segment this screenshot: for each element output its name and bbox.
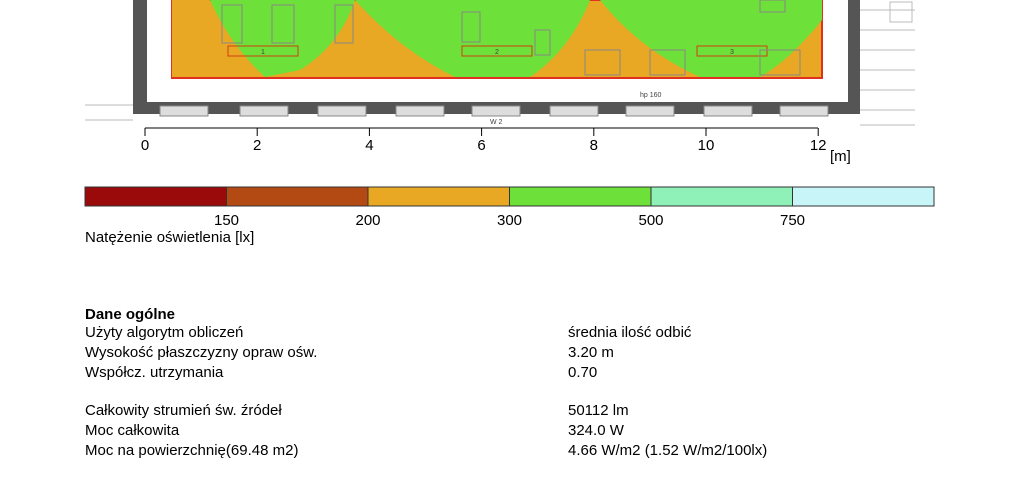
zone-label: 2: [495, 49, 499, 56]
row-value: 324.0 W: [568, 422, 625, 439]
row-label: Całkowity strumień św. źródeł: [85, 402, 282, 419]
plan-note: W 2: [490, 119, 503, 126]
legend-caption: Natężenie oświetlenia [lx]: [85, 229, 254, 246]
scale-label: 6: [477, 137, 485, 154]
legend-label: 300: [497, 212, 522, 229]
scale-label: 4: [365, 137, 373, 154]
color-legend: [84, 186, 935, 207]
row-label: Użyty algorytm obliczeń: [85, 324, 243, 341]
zone-label: 1: [261, 49, 265, 56]
scale-label: 10: [698, 137, 715, 154]
row-value: średnia ilość odbić: [568, 324, 692, 341]
plan-note: hp 160: [640, 92, 662, 99]
scale-label: 0: [141, 137, 149, 154]
scale-label: 12: [810, 137, 827, 154]
legend-label: 500: [638, 212, 663, 229]
furniture: [221, 0, 801, 76]
row-value: 4.66 W/m2 (1.52 W/m2/100lx): [568, 442, 767, 459]
legend-label: 750: [780, 212, 805, 229]
windows: [159, 105, 829, 117]
scale-label: 8: [590, 137, 598, 154]
row-value: 0.70: [568, 364, 597, 381]
row-label: Moc całkowita: [85, 422, 180, 439]
row-value: 50112 lm: [568, 402, 629, 419]
row-value: 3.20 m: [568, 344, 614, 361]
legend-label: 150: [214, 212, 239, 229]
section-title: Dane ogólne: [85, 306, 175, 323]
scale-label: 2: [253, 137, 261, 154]
row-label: Wysokość płaszczyzny opraw ośw.: [85, 344, 317, 361]
legend-label: 200: [355, 212, 380, 229]
zone-label: 3: [730, 49, 734, 56]
scale-unit: [m]: [830, 148, 851, 165]
row-label: Moc na powierzchnię(69.48 m2): [85, 442, 298, 459]
row-label: Współcz. utrzymania: [85, 364, 224, 381]
illuminance-zones: [172, 0, 822, 77]
